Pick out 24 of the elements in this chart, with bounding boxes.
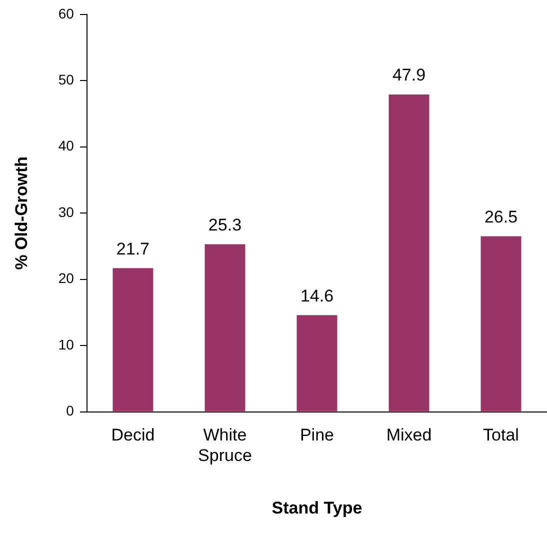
bar xyxy=(296,315,338,412)
y-tick-label: 0 xyxy=(66,402,74,419)
x-tick-label: Mixed xyxy=(386,426,432,445)
bar xyxy=(204,244,246,412)
bar xyxy=(480,236,522,412)
data-label: 26.5 xyxy=(484,207,518,226)
x-tick-label: Decid xyxy=(111,426,155,445)
x-axis-title: Stand Type xyxy=(272,498,362,518)
y-tick-label: 30 xyxy=(58,204,74,220)
y-tick-label: 40 xyxy=(58,138,74,154)
data-label: 14.6 xyxy=(300,286,334,306)
bar xyxy=(112,268,154,412)
data-label: 21.7 xyxy=(116,239,150,258)
y-tick-label: 60 xyxy=(58,5,74,22)
x-tick-label: White Spruce xyxy=(198,426,252,466)
y-tick-label: 50 xyxy=(58,71,74,88)
y-tick-label: 20 xyxy=(58,270,74,286)
data-label: 47.9 xyxy=(392,66,426,85)
x-tick-label: Total xyxy=(483,426,519,445)
y-axis-title: % Old-Growth xyxy=(12,156,31,270)
y-tick-label: 10 xyxy=(58,336,74,352)
x-tick-label: Pine xyxy=(300,426,334,445)
bar xyxy=(388,94,430,412)
data-label: 25.3 xyxy=(208,215,242,234)
